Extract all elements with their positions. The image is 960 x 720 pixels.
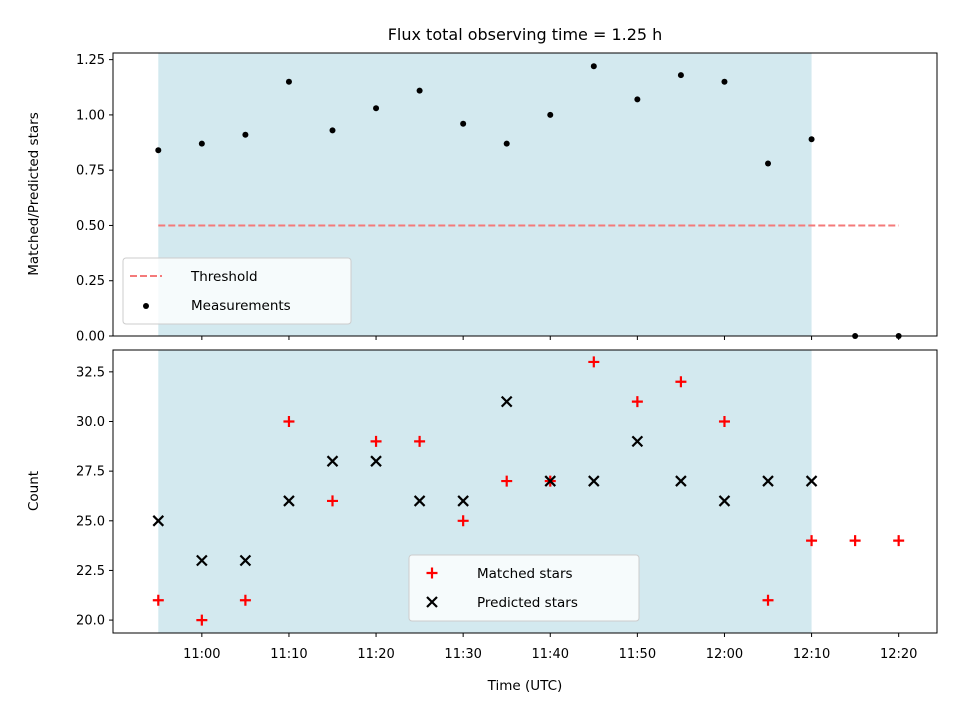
matched-stars-point (196, 614, 208, 626)
y-tick-label: 1.00 (76, 108, 105, 123)
predicted-stars-point (152, 515, 165, 527)
x-tick-label: 12:20 (880, 647, 917, 662)
plot-frame (112, 52, 938, 337)
matched-stars-point (501, 475, 513, 487)
x-tick-label: 11:10 (270, 647, 307, 662)
x-tick-label: 11:30 (444, 647, 481, 662)
y-tick-label: 20.0 (76, 614, 105, 629)
x-axis-label: Time (UTC) (487, 678, 563, 694)
y-tick-label: 25.0 (76, 514, 105, 529)
predicted-stars-point (500, 395, 513, 408)
predicted-stars-point (413, 495, 426, 507)
y-tick-label: 0.25 (76, 274, 105, 289)
measurement-point (460, 120, 467, 127)
legend-matched-swatch (426, 567, 438, 579)
legend-predicted-swatch (426, 596, 438, 608)
y-tick-label: 0.00 (76, 330, 105, 345)
x-tick-label: 11:40 (532, 647, 569, 662)
measurement-point (242, 131, 249, 138)
y-tick-label: 1.25 (76, 53, 105, 68)
measurement-point (677, 72, 684, 79)
chart-title: Flux total observing time = 1.25 h (388, 25, 663, 44)
y-tick-label: 27.5 (76, 465, 105, 480)
predicted-stars-point (631, 435, 644, 448)
legend: Matched stars Predicted stars (408, 554, 640, 622)
x-tick-label: 12:00 (706, 647, 743, 662)
measurement-point (765, 160, 772, 167)
x-axis-ticks: 11:00 11:10 11:20 11:30 11:40 11:50 12:00 12:10… (183, 336, 917, 662)
y-tick-label: 0.75 (76, 164, 105, 179)
matched-stars-point (806, 535, 818, 547)
legend-measurement-swatch (143, 303, 149, 309)
matched-stars-point (893, 535, 905, 547)
predicted-stars-point (762, 475, 774, 487)
top-y-axis-label: Matched/Predicted stars (26, 112, 42, 275)
x-tick-label: 12:10 (793, 647, 830, 662)
predicted-stars-point (326, 455, 339, 467)
matched-stars-point (762, 594, 774, 606)
legend-label: Predicted stars (477, 595, 578, 611)
y-tick-label: 32.5 (76, 365, 105, 380)
measurement-point (155, 147, 162, 154)
measurement-point (634, 96, 641, 103)
legend-box (122, 257, 352, 325)
bottom-panel: 20.0 22.5 25.0 27.5 30.0 32.5 Matched stars Pre… (76, 349, 938, 634)
x-tick-label: 11:20 (357, 647, 394, 662)
predicted-stars-point (196, 554, 208, 567)
measurement-point (373, 105, 380, 112)
legend-label: Measurements (191, 298, 291, 314)
matched-stars-point (588, 356, 600, 368)
matched-stars-point (370, 435, 382, 447)
predicted-stars-point (370, 455, 382, 467)
y-tick-label: 22.5 (76, 564, 105, 579)
predicted-stars-point (457, 495, 469, 507)
predicted-stars-point (675, 475, 687, 487)
predicted-stars-point (544, 475, 557, 487)
measurement-point (329, 127, 336, 134)
legend: Threshold Measurements (122, 257, 352, 325)
predicted-stars-point (588, 475, 600, 487)
matched-stars-point (327, 495, 339, 507)
y-tick-label: 0.50 (76, 219, 105, 234)
measurement-point (416, 87, 423, 94)
matched-stars-point (631, 396, 643, 408)
matched-stars-point (457, 515, 469, 527)
predicted-stars-point (805, 475, 818, 487)
y-tick-label: 30.0 (76, 415, 105, 430)
legend-box (408, 554, 640, 622)
predicted-stars-point (283, 495, 295, 507)
matched-stars-point (414, 435, 426, 447)
x-tick-label: 11:50 (619, 647, 656, 662)
measurement-point (808, 136, 815, 143)
measurement-point (721, 78, 728, 85)
legend-label: Matched stars (477, 566, 573, 582)
matched-stars-point (675, 376, 687, 388)
matched-stars-point (239, 594, 251, 606)
legend-label: Threshold (190, 269, 258, 285)
x-tick-label: 11:00 (183, 647, 220, 662)
measurement-point (590, 63, 597, 70)
measurement-point (285, 78, 292, 85)
matched-stars-point (283, 415, 295, 427)
measurement-point (198, 140, 205, 147)
predicted-stars-point (718, 495, 731, 507)
top-panel: 0.00 0.25 0.50 0.75 1.00 1.25 Threshold Measure… (76, 52, 938, 345)
bottom-y-axis-label: Count (26, 471, 42, 511)
matched-stars-point (849, 535, 861, 547)
plot-frame (112, 349, 938, 634)
matched-stars-point (152, 594, 164, 606)
measurement-point (547, 111, 554, 118)
predicted-stars-point (239, 554, 252, 567)
measurement-point (503, 140, 510, 147)
matched-stars-point (718, 415, 730, 427)
